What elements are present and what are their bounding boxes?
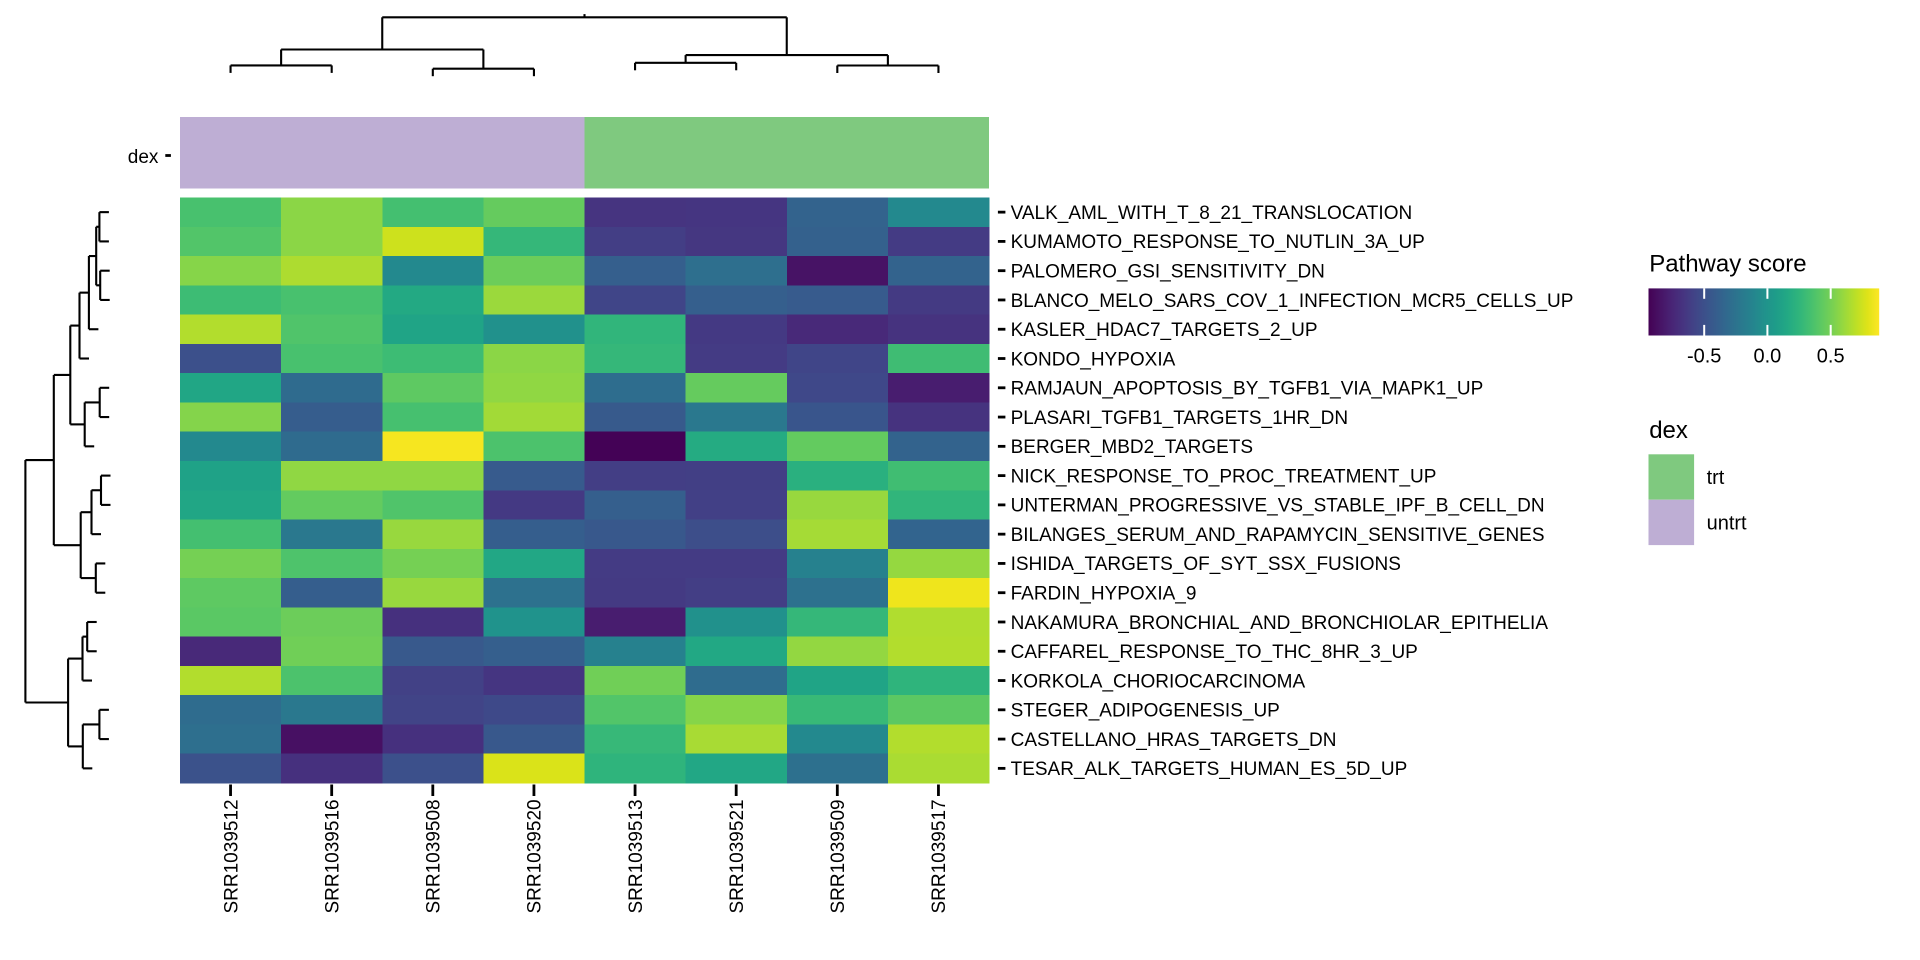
svg-text:dex: dex xyxy=(128,147,159,168)
svg-text:0.0: 0.0 xyxy=(1753,345,1781,367)
svg-text:SRR1039521: SRR1039521 xyxy=(727,799,748,913)
svg-text:SRR1039512: SRR1039512 xyxy=(221,799,242,913)
svg-text:SRR1039520: SRR1039520 xyxy=(525,799,546,913)
svg-text:SRR1039516: SRR1039516 xyxy=(322,799,343,913)
svg-text:0.5: 0.5 xyxy=(1817,345,1845,367)
svg-text:KASLER_HDAC7_TARGETS_2_UP: KASLER_HDAC7_TARGETS_2_UP xyxy=(1011,320,1318,341)
svg-text:CAFFAREL_RESPONSE_TO_THC_8HR_3: CAFFAREL_RESPONSE_TO_THC_8HR_3_UP xyxy=(1011,642,1418,663)
svg-text:BERGER_MBD2_TARGETS: BERGER_MBD2_TARGETS xyxy=(1011,437,1253,458)
svg-text:KONDO_HYPOXIA: KONDO_HYPOXIA xyxy=(1011,349,1176,370)
svg-text:BLANCO_MELO_SARS_COV_1_INFECTI: BLANCO_MELO_SARS_COV_1_INFECTION_MCR5_CE… xyxy=(1011,291,1574,312)
svg-text:NAKAMURA_BRONCHIAL_AND_BRONCHI: NAKAMURA_BRONCHIAL_AND_BRONCHIOLAR_EPITH… xyxy=(1011,613,1549,634)
svg-text:SRR1039508: SRR1039508 xyxy=(424,799,445,913)
svg-text:SRR1039517: SRR1039517 xyxy=(929,799,950,913)
svg-text:untrt: untrt xyxy=(1707,513,1747,535)
svg-text:SRR1039513: SRR1039513 xyxy=(626,799,647,913)
svg-text:TESAR_ALK_TARGETS_HUMAN_ES_5D_: TESAR_ALK_TARGETS_HUMAN_ES_5D_UP xyxy=(1011,759,1408,780)
svg-text:SRR1039509: SRR1039509 xyxy=(828,799,849,913)
svg-text:VALK_AML_WITH_T_8_21_TRANSLOCA: VALK_AML_WITH_T_8_21_TRANSLOCATION xyxy=(1011,203,1413,224)
svg-text:ISHIDA_TARGETS_OF_SYT_SSX_FUSI: ISHIDA_TARGETS_OF_SYT_SSX_FUSIONS xyxy=(1011,554,1401,575)
svg-text:PLASARI_TGFB1_TARGETS_1HR_DN: PLASARI_TGFB1_TARGETS_1HR_DN xyxy=(1011,408,1349,429)
svg-text:-0.5: -0.5 xyxy=(1687,345,1721,367)
svg-text:Pathway score: Pathway score xyxy=(1649,250,1806,277)
svg-text:FARDIN_HYPOXIA_9: FARDIN_HYPOXIA_9 xyxy=(1011,584,1197,605)
svg-text:RAMJAUN_APOPTOSIS_BY_TGFB1_VIA: RAMJAUN_APOPTOSIS_BY_TGFB1_VIA_MAPK1_UP xyxy=(1011,379,1484,400)
svg-text:STEGER_ADIPOGENESIS_UP: STEGER_ADIPOGENESIS_UP xyxy=(1011,701,1280,722)
svg-text:NICK_RESPONSE_TO_PROC_TREATMEN: NICK_RESPONSE_TO_PROC_TREATMENT_UP xyxy=(1011,466,1437,487)
svg-text:KUMAMOTO_RESPONSE_TO_NUTLIN_3A: KUMAMOTO_RESPONSE_TO_NUTLIN_3A_UP xyxy=(1011,232,1425,253)
svg-text:BILANGES_SERUM_AND_RAPAMYCIN_S: BILANGES_SERUM_AND_RAPAMYCIN_SENSITIVE_G… xyxy=(1011,525,1545,546)
svg-text:trt: trt xyxy=(1707,467,1725,489)
svg-text:dex: dex xyxy=(1649,417,1688,444)
svg-text:UNTERMAN_PROGRESSIVE_VS_STABLE: UNTERMAN_PROGRESSIVE_VS_STABLE_IPF_B_CEL… xyxy=(1011,496,1545,517)
svg-text:CASTELLANO_HRAS_TARGETS_DN: CASTELLANO_HRAS_TARGETS_DN xyxy=(1011,730,1337,751)
svg-text:PALOMERO_GSI_SENSITIVITY_DN: PALOMERO_GSI_SENSITIVITY_DN xyxy=(1011,261,1325,282)
svg-text:KORKOLA_CHORIOCARCINOMA: KORKOLA_CHORIOCARCINOMA xyxy=(1011,671,1306,692)
